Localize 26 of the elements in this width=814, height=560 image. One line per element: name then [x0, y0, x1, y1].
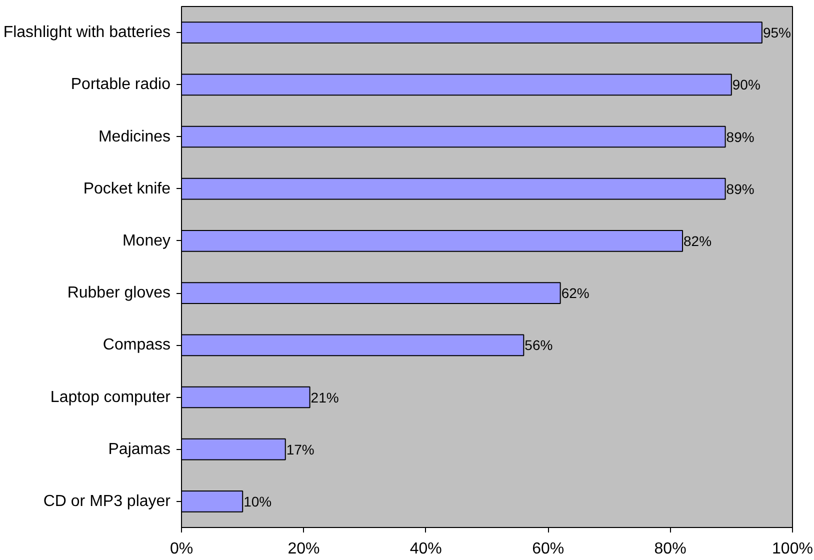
x-tick-label: 100%	[772, 540, 813, 558]
x-tick-label: 20%	[288, 540, 320, 558]
data-label: 82%	[684, 232, 712, 249]
y-tick-label: Money	[122, 232, 171, 250]
x-tick-label: 60%	[532, 540, 564, 558]
data-label: 56%	[524, 337, 553, 354]
y-tick-label: Flashlight with batteries	[3, 24, 170, 42]
data-label: 95%	[762, 24, 791, 41]
data-label: 89%	[726, 180, 754, 197]
y-tick-label: Compass	[102, 336, 170, 354]
y-tick-label: Pajamas	[108, 440, 170, 458]
y-tick-label: Laptop computer	[50, 388, 172, 406]
data-label: 17%	[286, 441, 314, 458]
data-label: 89%	[726, 128, 754, 145]
y-tick-label: Rubber gloves	[67, 284, 170, 302]
x-tick-label: 80%	[654, 540, 686, 558]
data-label: 10%	[244, 493, 272, 510]
data-label: 21%	[310, 389, 339, 406]
data-label: 90%	[732, 76, 760, 93]
x-tick-label: 40%	[410, 540, 442, 558]
y-tick-label: Pocket knife	[83, 180, 171, 198]
data-label: 62%	[561, 285, 590, 302]
y-tick-label: Medicines	[98, 128, 170, 146]
x-tick-label: 0%	[170, 540, 194, 558]
y-tick-label: CD or MP3 player	[43, 492, 172, 510]
y-tick-label: Portable radio	[70, 76, 171, 94]
